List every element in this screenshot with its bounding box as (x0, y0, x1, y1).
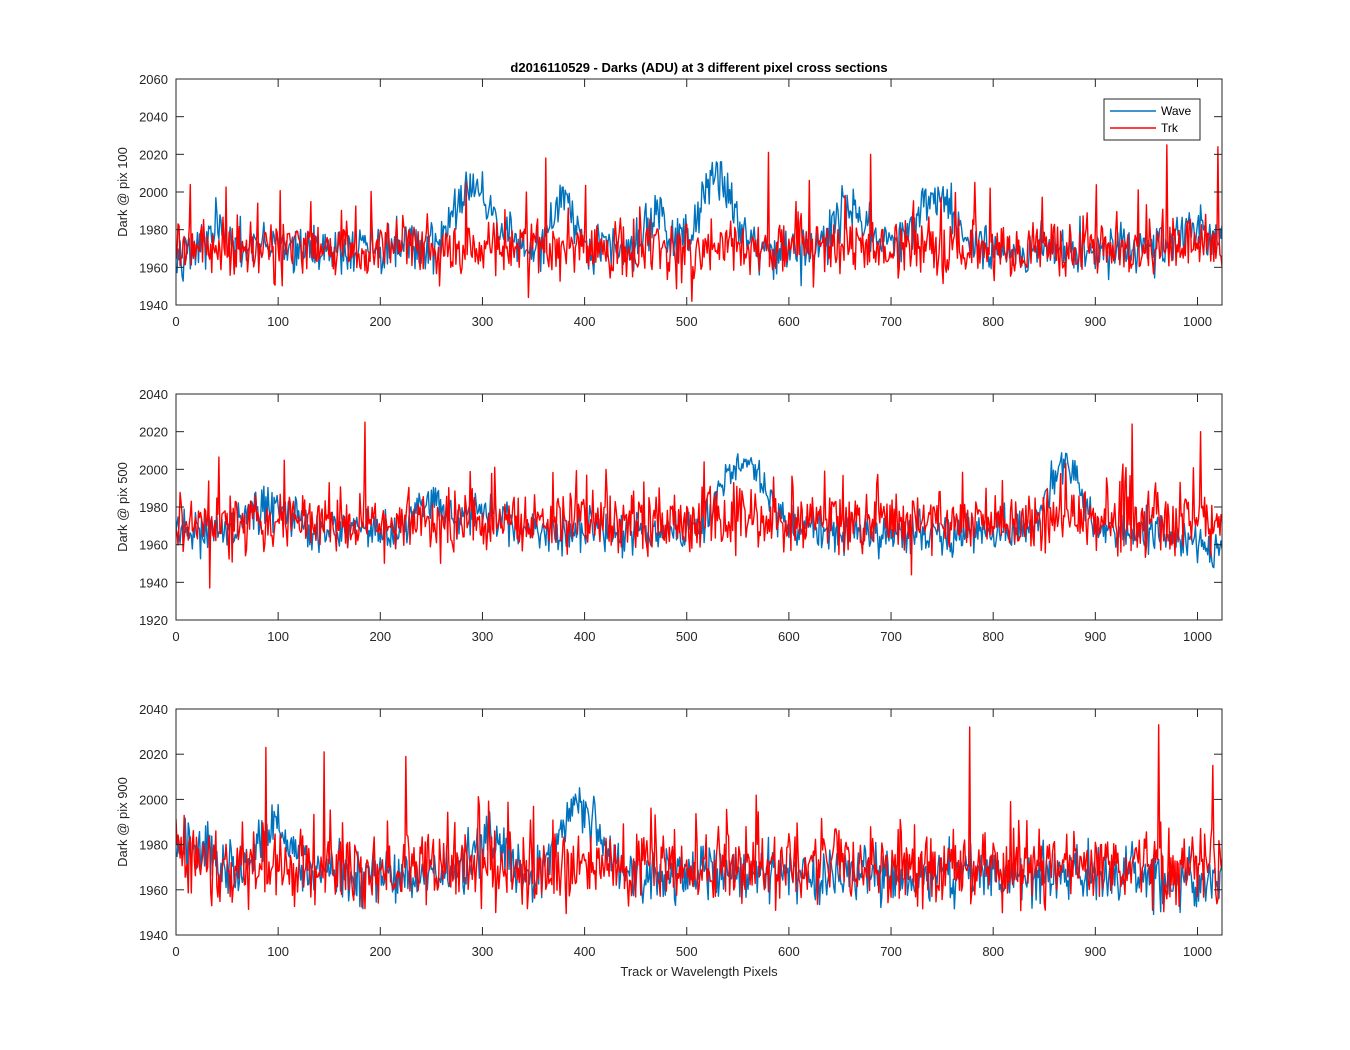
y-tick-label: 1960 (139, 260, 168, 275)
x-tick-label: 200 (369, 314, 391, 329)
plot-area (176, 709, 1222, 935)
x-tick-label: 1000 (1183, 629, 1212, 644)
y-tick-label: 2000 (139, 792, 168, 807)
x-tick-label: 100 (267, 314, 289, 329)
y-tick-label: 2040 (139, 110, 168, 125)
x-tick-label: 600 (778, 314, 800, 329)
series-trk-line (176, 724, 1222, 915)
legend-box (1103, 98, 1201, 141)
y-axis-label: Dark @ pix 900 (115, 777, 130, 867)
x-tick-label: 100 (267, 629, 289, 644)
panel-2: 0 100 200 300 400 500 600 700 800 900 1000 1920 1940… (115, 387, 1223, 644)
x-tick-label: 300 (472, 944, 494, 959)
y-tick-label: 2000 (139, 462, 168, 477)
y-tick-label: 1980 (139, 838, 168, 853)
panel-3: 0 100 200 300 400 500 600 700 800 900 1000 1940 1960… (115, 702, 1223, 959)
x-tick-label: 900 (1084, 944, 1106, 959)
chart-title: d2016110529 - Darks (ADU) at 3 different… (510, 60, 887, 75)
y-tick-label: 1980 (139, 500, 168, 515)
y-axis-label: Dark @ pix 100 (115, 147, 130, 237)
x-tick-label: 400 (574, 944, 596, 959)
y-tick-label: 2020 (139, 147, 168, 162)
series-trk-line (176, 421, 1222, 589)
y-tick-label: 1940 (139, 928, 168, 943)
y-tick-label: 2040 (139, 387, 168, 402)
x-tick-label: 600 (778, 629, 800, 644)
x-axis-label: Track or Wavelength Pixels (620, 964, 778, 979)
x-tick-label: 800 (982, 629, 1004, 644)
x-tick-label: 200 (369, 944, 391, 959)
y-tick-label: 2040 (139, 702, 168, 717)
x-tick-label: 900 (1084, 314, 1106, 329)
y-tick-label: 2060 (139, 72, 168, 87)
series-trk-line (176, 144, 1222, 302)
x-tick-label: 0 (172, 314, 179, 329)
x-tick-label: 800 (982, 944, 1004, 959)
y-tick-label: 1940 (139, 575, 168, 590)
x-tick-label: 600 (778, 944, 800, 959)
x-tick-label: 0 (172, 629, 179, 644)
chart-panels: 0 100 200 300 400 500 600 700 800 900 100019401960… (115, 72, 1223, 959)
x-tick-label: 300 (472, 314, 494, 329)
x-tick-label: 200 (369, 629, 391, 644)
y-tick-label: 1940 (139, 298, 168, 313)
y-tick-label: 1920 (139, 613, 168, 628)
y-tick-label: 2020 (139, 425, 168, 440)
y-tick-label: 1960 (139, 883, 168, 898)
y-tick-label: 1980 (139, 223, 168, 238)
x-tick-label: 700 (880, 314, 902, 329)
y-tick-label: 1960 (139, 538, 168, 553)
x-tick-label: 500 (676, 314, 698, 329)
x-tick-label: 700 (880, 944, 902, 959)
x-tick-label: 400 (574, 314, 596, 329)
x-tick-label: 900 (1084, 629, 1106, 644)
x-tick-label: 700 (880, 629, 902, 644)
x-tick-label: 400 (574, 629, 596, 644)
x-tick-label: 0 (172, 944, 179, 959)
x-tick-label: 500 (676, 944, 698, 959)
x-tick-label: 300 (472, 629, 494, 644)
legend: Wave Trk (1103, 98, 1201, 141)
panel-1: 0 100 200 300 400 500 600 700 800 900 1000 1940 1960… (115, 72, 1223, 329)
legend-label-wave: Wave (1161, 104, 1192, 118)
x-tick-label: 1000 (1183, 314, 1212, 329)
y-axis-label: Dark @ pix 500 (115, 462, 130, 552)
y-tick-label: 2020 (139, 747, 168, 762)
x-tick-label: 500 (676, 629, 698, 644)
x-tick-label: 800 (982, 314, 1004, 329)
axes-box (175, 708, 1223, 936)
x-tick-label: 100 (267, 944, 289, 959)
legend-label-trk: Trk (1161, 121, 1179, 135)
x-tick-label: 1000 (1183, 944, 1212, 959)
y-tick-label: 2000 (139, 185, 168, 200)
